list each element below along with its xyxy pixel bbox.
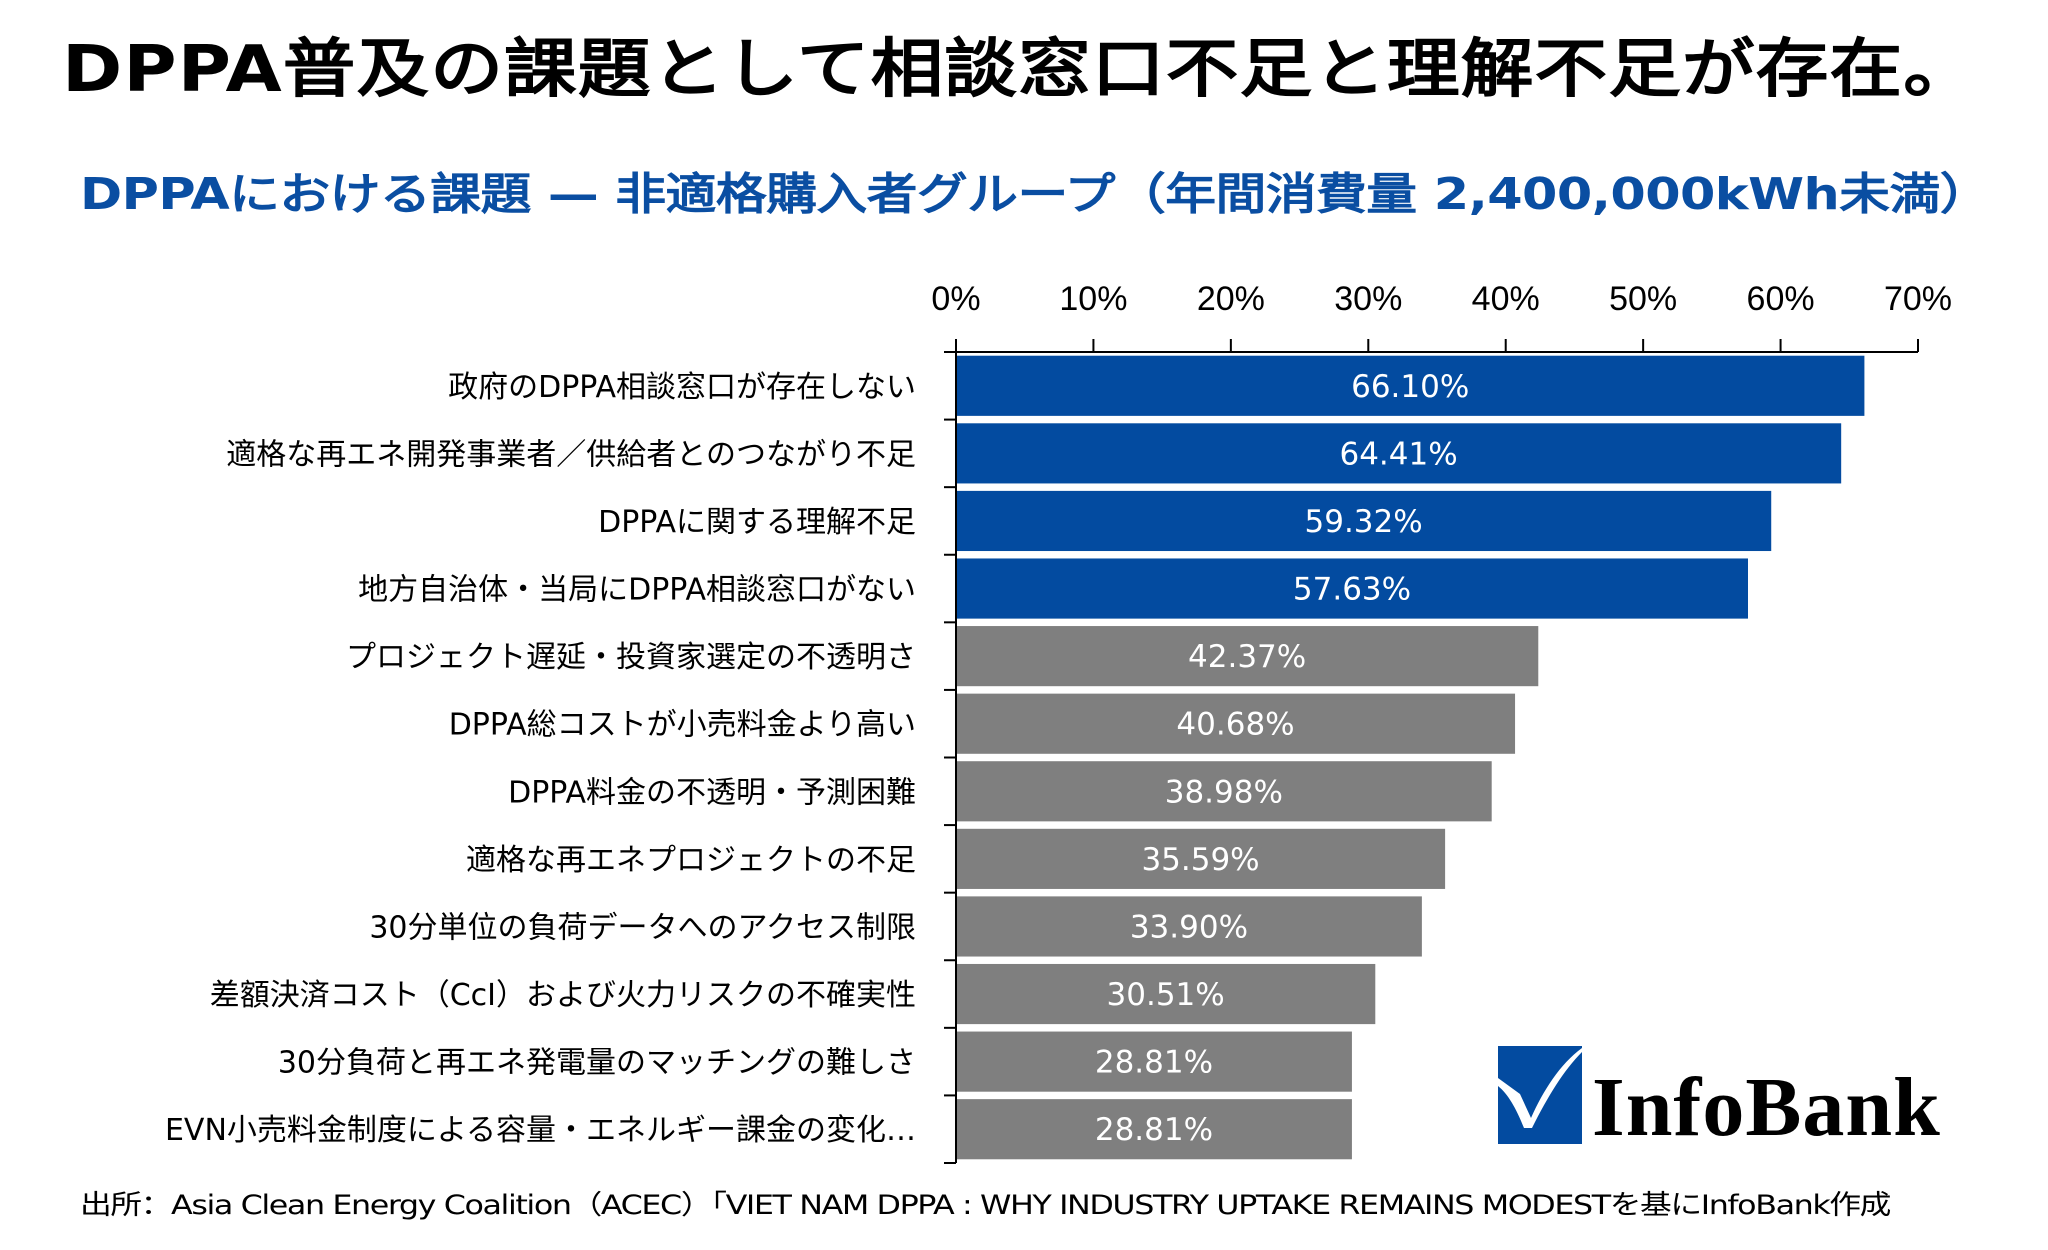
x-tick-label: 10%: [1059, 280, 1127, 318]
y-axis: 政府のDPPA相談窓口が存在しない適格な再エネ開発事業者／供給者とのつながり不足…: [165, 351, 957, 1164]
category-label: 適格な再エネプロジェクトの不足: [466, 843, 916, 878]
bars-group: 66.10% 64.41% 59.32% 57.63% 42.37% 40.68% 38.9…: [956, 355, 1865, 1160]
bar: [956, 693, 1516, 754]
source-note: 出所：Asia Clean Energy Coalition（ACEC）「VIE…: [80, 1190, 1891, 1221]
x-tick-label: 0%: [931, 280, 980, 318]
category-label: DPPAに関する理解不足: [598, 505, 916, 540]
bar: [956, 490, 1772, 552]
bar-value-label: 42.37%: [1188, 639, 1306, 675]
bar-value-label: 28.81%: [1095, 1045, 1213, 1081]
category-label: 30分負荷と再エネ発電量のマッチングの難しさ: [278, 1046, 916, 1081]
bar-value-label: 59.32%: [1305, 504, 1423, 540]
bar: [956, 1031, 1352, 1092]
bar-value-label: 57.63%: [1293, 572, 1411, 608]
x-axis: 0% 10% 20% 30% 40% 50% 60% 70%: [931, 280, 1952, 353]
category-label: 適格な再エネ開発事業者／供給者とのつながり不足: [226, 437, 916, 472]
chart-subtitle: DPPAにおける課題 — 非適格購入者グループ（年間消費量 2,400,000k…: [80, 169, 1991, 220]
bar-value-label: 66.10%: [1351, 369, 1469, 405]
x-tick-label: 40%: [1472, 280, 1540, 318]
bar: [956, 558, 1749, 619]
x-tick-label: 30%: [1334, 280, 1402, 318]
bar-value-label: 38.98%: [1165, 774, 1283, 810]
bar: [956, 423, 1842, 484]
bar-value-label: 33.90%: [1130, 909, 1248, 945]
bar-value-label: 35.59%: [1141, 842, 1259, 878]
category-label: DPPA総コストが小売料金より高い: [449, 708, 916, 743]
bar: [956, 1099, 1352, 1160]
category-label: DPPA料金の不透明・予測困難: [508, 775, 916, 810]
bar-value-label: 40.68%: [1176, 707, 1294, 743]
bar: [956, 626, 1539, 687]
page-title: DPPA普及の課題として相談窓口不足と理解不足が存在。: [62, 33, 1977, 107]
bar-value-label: 30.51%: [1107, 977, 1225, 1013]
bar-value-label: 64.41%: [1339, 436, 1457, 472]
category-label: 30分単位の負荷データへのアクセス制限: [369, 910, 916, 945]
category-label: EVN小売料金制度による容量・エネルギー課金の変化…: [165, 1113, 916, 1148]
x-tick-label: 50%: [1609, 280, 1677, 318]
bar: [956, 896, 1422, 957]
bar-value-label: 28.81%: [1095, 1112, 1213, 1148]
bar: [956, 963, 1376, 1025]
category-label: 政府のDPPA相談窓口が存在しない: [448, 370, 916, 405]
x-tick-label: 70%: [1884, 280, 1952, 318]
infobank-logo: InfoBank: [1498, 1046, 1941, 1150]
bar: [956, 761, 1492, 822]
bar: [956, 828, 1446, 889]
checkmark-icon: [1498, 1046, 1582, 1144]
category-label: プロジェクト遅延・投資家選定の不透明さ: [346, 640, 916, 675]
category-label: 差額決済コスト（CcI）および火力リスクの不確実性: [210, 978, 916, 1013]
category-label: 地方自治体・当局にDPPA相談窓口がない: [358, 573, 916, 608]
x-tick-label: 60%: [1747, 280, 1815, 318]
bar: [956, 355, 1865, 416]
x-tick-label: 20%: [1197, 280, 1265, 318]
logo-text: InfoBank: [1592, 1061, 1941, 1154]
